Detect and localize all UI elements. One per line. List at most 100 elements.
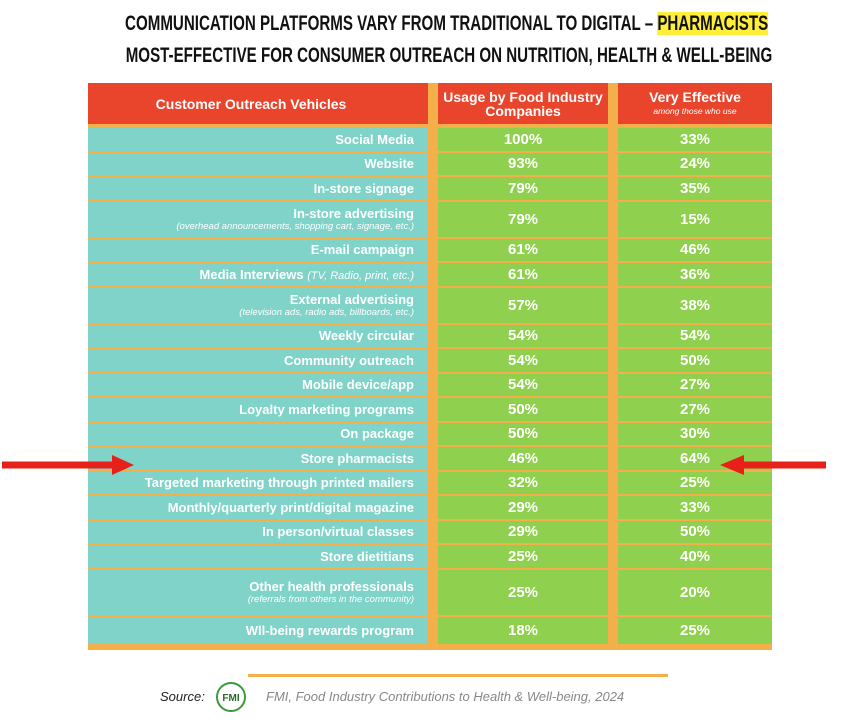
row-label-cell: Community outreach <box>88 349 428 372</box>
row-label: Monthly/quarterly print/digital magazine <box>167 499 414 515</box>
usage-cell: 18% <box>438 616 608 644</box>
row-label-cell: Monthly/quarterly print/digital magazine <box>88 496 428 519</box>
row-label-cell: Website <box>88 152 428 175</box>
row-note: (referrals from others in the community) <box>247 594 414 605</box>
row-label: Weekly circular <box>318 328 414 344</box>
row-note: (television ads, radio ads, billboards, … <box>239 307 414 318</box>
row-label-line: On package <box>88 426 414 441</box>
effective-cell: 25% <box>618 616 772 644</box>
row-label: In-store signage <box>313 180 414 196</box>
usage-cell: 29% <box>438 520 608 543</box>
row-label: In person/virtual classes <box>262 524 414 540</box>
row-label-line: Social Media <box>88 132 414 147</box>
row-label: Wll-being rewards program <box>245 622 414 638</box>
row-label: Targeted marketing through printed maile… <box>144 475 414 491</box>
effective-cell: 33% <box>618 496 772 519</box>
source-label: Source: <box>160 689 205 704</box>
row-label: External advertising <box>289 292 414 307</box>
row-label-line: Media Interviews (TV, Radio, print, etc.… <box>88 267 414 282</box>
effective-cell: 38% <box>618 287 772 323</box>
row-label-cell: In person/virtual classes <box>88 520 428 543</box>
usage-cell: 46% <box>438 447 608 470</box>
title-line: MOST-EFFECTIVE FOR CONSUMER OUTREACH ON … <box>0 44 866 68</box>
column-header: Very Effective among those who use <box>618 83 772 124</box>
arrows <box>2 455 826 475</box>
row-label-line: Weekly circular <box>88 328 414 343</box>
row-label: Community outreach <box>283 352 414 368</box>
row-label-line: Store dietitians <box>88 549 414 564</box>
row-label: On package <box>340 426 414 442</box>
row-label-line: E-mail campaign <box>88 242 414 257</box>
effective-cell: 33% <box>618 128 772 151</box>
effective-cell: 54% <box>618 324 772 347</box>
effective-cell: 20% <box>618 569 772 615</box>
usage-cell: 50% <box>438 398 608 421</box>
row-label-cell: External advertising (television ads, rad… <box>88 287 428 323</box>
row-note: (TV, Radio, print, etc.) <box>307 269 414 282</box>
effective-cell: 36% <box>618 263 772 286</box>
arrow-head <box>720 455 744 475</box>
row-label: Media Interviews <box>199 266 304 282</box>
effective-cell: 35% <box>618 177 772 200</box>
row-label-cell: Mobile device/app <box>88 373 428 396</box>
row-label: In-store advertising <box>293 206 414 221</box>
row-label-cell: Store pharmacists <box>88 447 428 470</box>
effective-cell: 46% <box>618 238 772 261</box>
usage-cell: 54% <box>438 349 608 372</box>
row-label: E-mail campaign <box>310 242 414 258</box>
arrow-head <box>112 455 134 475</box>
usage-cell: 61% <box>438 263 608 286</box>
column-header: Customer Outreach Vehicles <box>88 83 428 124</box>
row-label-line: Community outreach <box>88 353 414 368</box>
row-label-line: In person/virtual classes <box>88 524 414 539</box>
row-label-line: In-store advertising <box>88 206 414 221</box>
divider <box>248 674 668 677</box>
usage-cell: 57% <box>438 287 608 323</box>
usage-cell: 54% <box>438 324 608 347</box>
title-text: MOST-EFFECTIVE FOR CONSUMER OUTREACH ON … <box>125 44 773 67</box>
row-label-line: Targeted marketing through printed maile… <box>88 475 414 490</box>
row-label-cell: Store dietitians <box>88 545 428 568</box>
effective-cell: 50% <box>618 349 772 372</box>
usage-cell: 25% <box>438 545 608 568</box>
row-label-cell: Targeted marketing through printed maile… <box>88 471 428 494</box>
source-text: FMI, Food Industry Contributions to Heal… <box>266 689 625 704</box>
row-note: (overhead announcements, shopping cart, … <box>176 221 414 232</box>
row-label-cell: Media Interviews (TV, Radio, print, etc.… <box>88 263 428 286</box>
row-label-line: Loyalty marketing programs <box>88 402 414 417</box>
row-label-line: Store pharmacists <box>88 451 414 466</box>
row-label-line: Mobile device/app <box>88 377 414 392</box>
row-label-cell: In-store advertising (overhead announceme… <box>88 201 428 237</box>
effective-cell: 15% <box>618 201 772 237</box>
row-label-line: External advertising <box>88 292 414 307</box>
effective-cell: 40% <box>618 545 772 568</box>
title-text: COMMUNICATION PLATFORMS VARY FROM TRADIT… <box>125 12 658 35</box>
row-label: Loyalty marketing programs <box>239 401 414 417</box>
effective-cell: 50% <box>618 520 772 543</box>
usage-cell: 93% <box>438 152 608 175</box>
column-header: Usage by Food Industry Companies <box>438 83 608 124</box>
row-label: Store dietitians <box>320 548 414 564</box>
row-label-cell: Loyalty marketing programs <box>88 398 428 421</box>
usage-cell: 29% <box>438 496 608 519</box>
logo: FMI <box>216 682 246 712</box>
row-label-cell: Weekly circular <box>88 324 428 347</box>
row-label: Store pharmacists <box>300 450 414 466</box>
row-label: Website <box>364 156 414 172</box>
usage-cell: 61% <box>438 238 608 261</box>
usage-cell: 79% <box>438 201 608 237</box>
row-label-cell: Social Media <box>88 128 428 151</box>
row-label-line: Wll-being rewards program <box>88 623 414 638</box>
row-label-cell: Other health professionals (referrals fro… <box>88 569 428 615</box>
usage-cell: 25% <box>438 569 608 615</box>
row-label-line: Other health professionals <box>88 579 414 594</box>
row-label: Mobile device/app <box>302 377 414 393</box>
usage-cell: 32% <box>438 471 608 494</box>
effective-cell: 30% <box>618 422 772 445</box>
usage-cell: 100% <box>438 128 608 151</box>
usage-cell: 79% <box>438 177 608 200</box>
row-label-cell: In-store signage <box>88 177 428 200</box>
column-title: Very Effective <box>649 88 741 105</box>
row-label: Social Media <box>335 131 414 147</box>
